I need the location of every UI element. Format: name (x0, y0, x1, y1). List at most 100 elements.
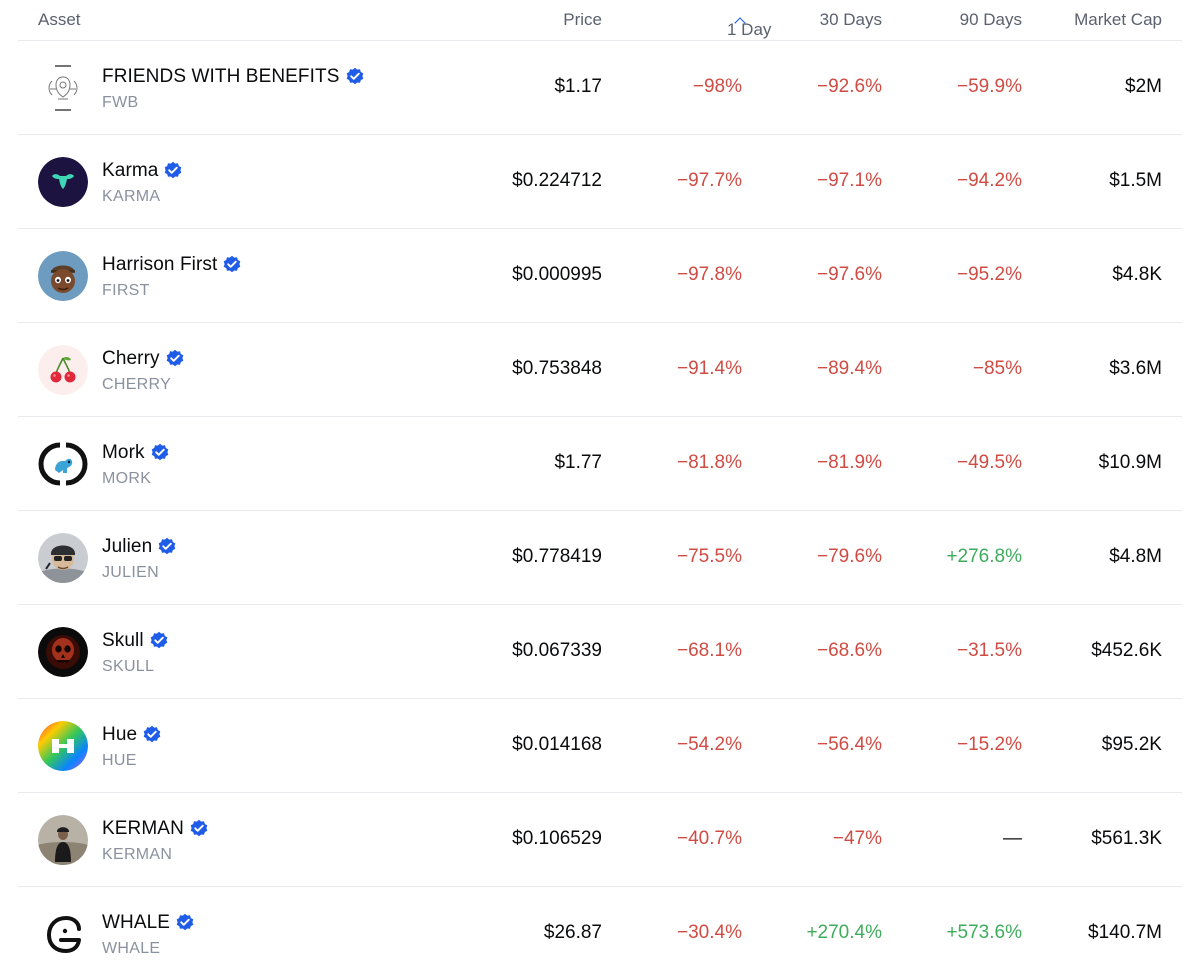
asset-name[interactable]: Skull (102, 630, 144, 651)
change-1-day: −54.2% (677, 734, 742, 755)
market-cap-value: $561.3K (1091, 828, 1162, 849)
asset-name-line: Hue (102, 724, 162, 746)
market-cap-value: $2M (1125, 76, 1162, 97)
asset-name[interactable]: Cherry (102, 348, 160, 369)
column-header-30-days[interactable]: 30 Days (819, 10, 882, 29)
verified-badge-icon (165, 349, 185, 369)
asset-name-line: FRIENDS WITH BENEFITS (102, 66, 365, 88)
change-1-day: −91.4% (677, 358, 742, 379)
price-value: $0.778419 (512, 546, 602, 567)
table-row[interactable]: Hue HUE $0.014168 −54.2% −56.4% −15.2% $… (18, 699, 1182, 793)
table-row[interactable]: KERMAN KERMAN $0.106529 −40.7% −47% — $5… (18, 793, 1182, 887)
asset-ticker: KARMA (102, 188, 161, 205)
change-30-days: −47% (832, 828, 882, 849)
column-header-1-day[interactable]: 1 Day (727, 10, 771, 39)
table-row[interactable]: Cherry CHERRY $0.753848 −91.4% −89.4% −8… (18, 323, 1182, 417)
change-90-days: −15.2% (957, 734, 1022, 755)
asset-name[interactable]: Harrison First (102, 254, 218, 275)
table-row[interactable]: FRIENDS WITH BENEFITS FWB $1.17 −98% −92… (18, 41, 1182, 135)
asset-name-line: Julien (102, 536, 177, 558)
table-row[interactable]: WHALE WHALE $26.87 −30.4% +270.4% +573.6… (18, 887, 1182, 980)
verified-badge-icon (345, 67, 365, 87)
price-value: $0.106529 (512, 828, 602, 849)
price-value: $0.753848 (512, 358, 602, 379)
change-30-days: −97.6% (817, 264, 882, 285)
change-1-day: −97.7% (677, 170, 742, 191)
change-1-day: −40.7% (677, 828, 742, 849)
asset-ticker: JULIEN (102, 564, 159, 581)
change-90-days: +276.8% (946, 546, 1022, 567)
table-header: Asset Price 1 Day 30 Days 90 Days Market… (18, 0, 1182, 41)
price-value: $0.067339 (512, 640, 602, 661)
asset-ticker: KERMAN (102, 846, 173, 863)
table-row[interactable]: Skull SKULL $0.067339 −68.1% −68.6% −31.… (18, 605, 1182, 699)
change-30-days: −89.4% (817, 358, 882, 379)
change-1-day: −75.5% (677, 546, 742, 567)
price-value: $0.014168 (512, 734, 602, 755)
change-1-day: −68.1% (677, 640, 742, 661)
julien-avatar-icon (38, 533, 88, 583)
column-header-90-days[interactable]: 90 Days (959, 10, 1022, 29)
price-value: $1.77 (554, 452, 602, 473)
change-90-days: −59.9% (957, 76, 1022, 97)
verified-badge-icon (189, 819, 209, 839)
change-1-day: −98% (692, 76, 742, 97)
column-header-market-cap[interactable]: Market Cap (1074, 10, 1162, 29)
verified-badge-icon (149, 631, 169, 651)
change-90-days: −85% (972, 358, 1022, 379)
asset-name-line: Cherry (102, 348, 185, 370)
verified-badge-icon (150, 443, 170, 463)
asset-ticker: FIRST (102, 282, 150, 299)
change-90-days: — (1003, 828, 1022, 849)
change-30-days: −68.6% (817, 640, 882, 661)
cherry-icon (38, 345, 88, 395)
change-90-days: −31.5% (957, 640, 1022, 661)
table-row[interactable]: Mork MORK $1.77 −81.8% −81.9% −49.5% $10… (18, 417, 1182, 511)
asset-name[interactable]: Karma (102, 160, 159, 181)
asset-name-line: Harrison First (102, 254, 242, 276)
asset-name[interactable]: Mork (102, 442, 145, 463)
price-value: $0.224712 (512, 170, 602, 191)
asset-ticker: SKULL (102, 658, 155, 675)
column-header-price[interactable]: Price (563, 10, 602, 29)
asset-ticker: MORK (102, 470, 152, 487)
asset-name-line: Karma (102, 160, 183, 182)
change-1-day: −97.8% (677, 264, 742, 285)
table-body: FRIENDS WITH BENEFITS FWB $1.17 −98% −92… (18, 41, 1182, 980)
market-cap-value: $3.6M (1109, 358, 1162, 379)
market-cap-value: $140.7M (1088, 922, 1162, 943)
kerman-avatar-icon (38, 815, 88, 865)
verified-badge-icon (175, 913, 195, 933)
market-cap-value: $452.6K (1091, 640, 1162, 661)
asset-name[interactable]: Julien (102, 536, 153, 557)
market-cap-value: $4.8M (1109, 546, 1162, 567)
change-30-days: −79.6% (817, 546, 882, 567)
market-cap-value: $4.8K (1112, 264, 1162, 285)
harrison-avatar-icon (38, 251, 88, 301)
table-row[interactable]: Harrison First FIRST $0.000995 −97.8% −9… (18, 229, 1182, 323)
change-90-days: −95.2% (957, 264, 1022, 285)
table-row[interactable]: Karma KARMA $0.224712 −97.7% −97.1% −94.… (18, 135, 1182, 229)
hue-logo-icon (38, 721, 88, 771)
change-90-days: +573.6% (946, 922, 1022, 943)
asset-table: Asset Price 1 Day 30 Days 90 Days Market… (18, 0, 1182, 980)
asset-ticker: HUE (102, 752, 137, 769)
asset-name[interactable]: FRIENDS WITH BENEFITS (102, 66, 340, 87)
asset-ticker: WHALE (102, 940, 161, 957)
skull-icon (38, 627, 88, 677)
table-row[interactable]: Julien JULIEN $0.778419 −75.5% −79.6% +2… (18, 511, 1182, 605)
asset-name[interactable]: WHALE (102, 912, 171, 933)
asset-name[interactable]: KERMAN (102, 818, 184, 839)
verified-badge-icon (157, 537, 177, 557)
price-value: $26.87 (543, 922, 602, 943)
change-30-days: −97.1% (817, 170, 882, 191)
price-value: $1.17 (554, 76, 602, 97)
price-value: $0.000995 (512, 264, 602, 285)
verified-badge-icon (142, 725, 162, 745)
asset-name-line: Skull (102, 630, 169, 652)
column-header-asset[interactable]: Asset (38, 10, 81, 29)
whale-logo-icon (38, 909, 88, 959)
asset-name-line: Mork (102, 442, 170, 464)
fwb-crest-icon (38, 63, 88, 113)
asset-name[interactable]: Hue (102, 724, 138, 745)
